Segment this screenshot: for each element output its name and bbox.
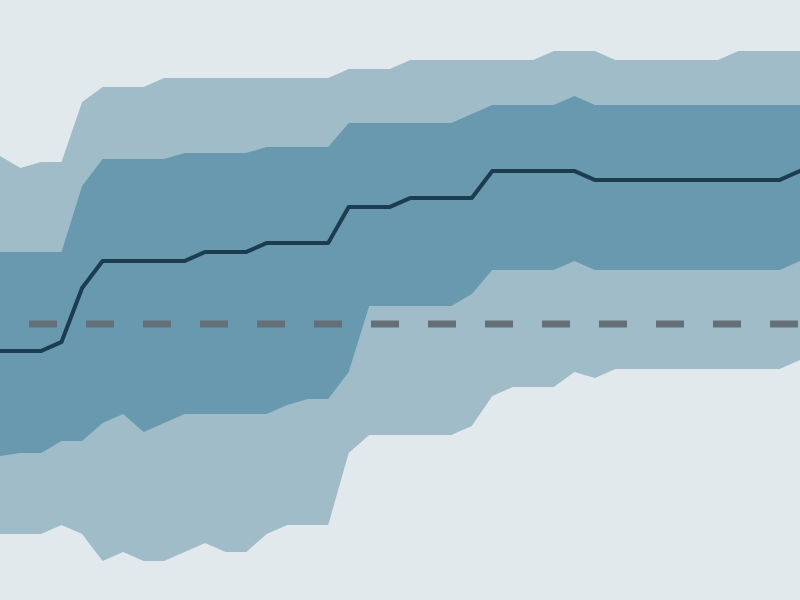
median-line-group <box>0 169 800 353</box>
inner-band-area <box>0 96 800 456</box>
median-line <box>0 169 800 353</box>
